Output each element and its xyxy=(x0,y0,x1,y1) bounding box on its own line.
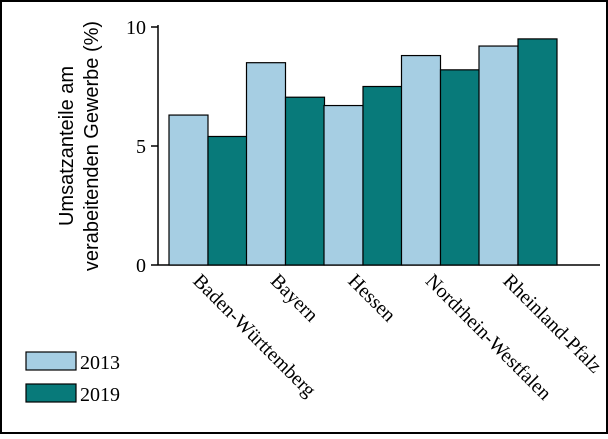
bar-2013-2 xyxy=(245,62,287,266)
bar-2013-5 xyxy=(478,45,519,266)
bar-2013-4 xyxy=(400,54,442,266)
y-tick-label: 10 xyxy=(126,17,146,39)
bar-2019-1 xyxy=(207,135,248,266)
legend: 2013 2019 xyxy=(25,351,120,406)
bar-2019-3 xyxy=(362,85,403,266)
y-axis-title-line-2: verabeitenden Gewerbe (%) xyxy=(81,21,103,271)
legend-label-2013: 2013 xyxy=(80,352,120,374)
bar-2019-4 xyxy=(439,69,481,266)
y-tick-label: 5 xyxy=(136,136,146,158)
bar-2019-2 xyxy=(284,96,326,266)
legend-swatch-2013 xyxy=(25,351,77,371)
y-axis-title-line-1: Umsatzanteile am xyxy=(56,66,78,226)
bar-2013-3 xyxy=(323,104,364,266)
legend-swatch-2019 xyxy=(25,383,77,403)
bar-2013-1 xyxy=(168,114,209,266)
bar-2019-5 xyxy=(517,38,558,266)
y-tick-label: 0 xyxy=(136,255,146,277)
legend-label-2019: 2019 xyxy=(80,384,120,406)
